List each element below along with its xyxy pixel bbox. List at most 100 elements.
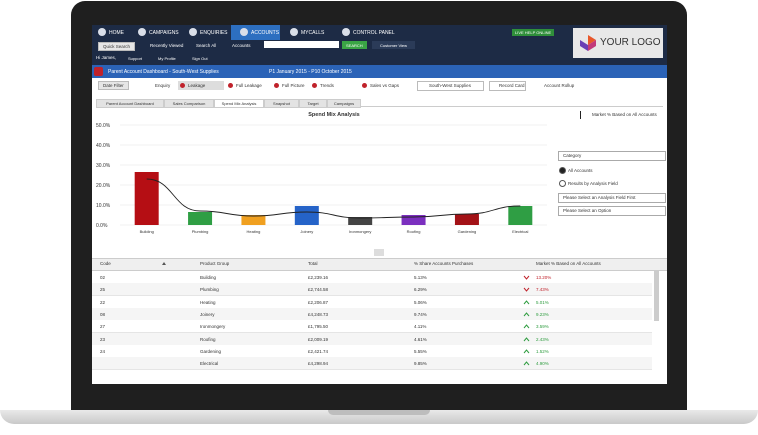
cell: Gardening bbox=[200, 348, 222, 354]
nav-icon[interactable] bbox=[290, 28, 298, 36]
link[interactable]: My Profile bbox=[158, 56, 176, 61]
quick-search[interactable]: Quick Search bbox=[98, 42, 136, 51]
cell: 5.01% bbox=[536, 299, 549, 305]
filter-option[interactable]: Sales vs Gaps bbox=[370, 83, 400, 88]
nav-item[interactable]: CAMPAIGNS bbox=[149, 30, 179, 36]
tab[interactable]: Target bbox=[299, 99, 327, 108]
recently-viewed[interactable]: Recently Viewed bbox=[150, 43, 184, 48]
select[interactable]: Please Select an Option bbox=[558, 206, 666, 216]
nav-icon[interactable] bbox=[240, 28, 248, 36]
leakage-bg[interactable] bbox=[178, 81, 224, 90]
nav-icon[interactable] bbox=[138, 28, 146, 36]
rollup[interactable]: Account Rollup bbox=[544, 83, 575, 88]
column-header[interactable]: % Share Accounts Purchases bbox=[414, 261, 474, 266]
home-icon[interactable] bbox=[94, 67, 103, 76]
radio-label[interactable]: Results by Analysis Field bbox=[568, 181, 618, 186]
cell: £2,744.58 bbox=[308, 287, 329, 293]
trend-arrow bbox=[523, 349, 530, 354]
enquiry[interactable]: Enquiry bbox=[155, 83, 171, 88]
filter-option[interactable]: Leakage bbox=[188, 83, 206, 88]
search-input[interactable] bbox=[264, 41, 339, 48]
radio-dot[interactable] bbox=[180, 83, 185, 88]
laptop-notch bbox=[328, 410, 430, 415]
period: P1 January 2015 - P10 October 2015 bbox=[269, 69, 352, 75]
search-all[interactable]: Search All bbox=[196, 43, 217, 48]
y-tick-label: 0.0% bbox=[96, 223, 108, 229]
column-header[interactable]: Code bbox=[100, 261, 111, 266]
row bbox=[92, 357, 652, 371]
greeting: Hi James, bbox=[96, 55, 117, 60]
tab[interactable]: Parent Account Dashboard bbox=[96, 99, 164, 108]
tab[interactable]: Snapshot bbox=[264, 99, 299, 108]
filter-option[interactable]: Full Picture bbox=[282, 83, 305, 88]
tab[interactable]: Spend Mix Analysis bbox=[214, 99, 264, 108]
sort-icon[interactable] bbox=[162, 262, 166, 265]
date-filter[interactable]: Date Filter bbox=[98, 81, 129, 90]
column-header[interactable]: Product Group bbox=[200, 261, 230, 266]
tab[interactable]: Campaigns bbox=[327, 99, 361, 108]
nav-icon[interactable] bbox=[342, 28, 350, 36]
radio[interactable] bbox=[559, 167, 566, 174]
bar bbox=[508, 206, 533, 225]
cell: 6.29% bbox=[414, 287, 427, 293]
y-tick-label: 20.0% bbox=[96, 183, 111, 189]
cell: 08 bbox=[100, 311, 106, 317]
cell: 1.52% bbox=[536, 348, 549, 354]
filter-option[interactable]: Trends bbox=[320, 83, 334, 88]
select[interactable]: Please Select an Analysis Field First bbox=[558, 193, 666, 203]
accounts-select[interactable]: Accounts bbox=[232, 43, 251, 48]
customer-view[interactable]: Customer View bbox=[372, 41, 416, 49]
record-card[interactable] bbox=[489, 81, 526, 91]
collapse-toggle[interactable] bbox=[374, 249, 384, 256]
nav-item[interactable]: ENQUIRIES bbox=[200, 30, 228, 36]
x-tick-label: Ironmongery bbox=[349, 229, 371, 234]
cell: 7.43% bbox=[536, 287, 549, 293]
screen: LIVE HELP ONLINE YOUR LOGO Quick Search … bbox=[92, 25, 667, 384]
cell: 5.06% bbox=[414, 299, 427, 305]
table-header bbox=[92, 258, 667, 271]
x-tick-label: Electrical bbox=[512, 229, 528, 234]
x-tick-label: Plumbing bbox=[192, 229, 209, 234]
cell: 2.43% bbox=[536, 336, 549, 342]
row bbox=[92, 295, 652, 309]
cell: £4,298.94 bbox=[308, 361, 329, 367]
nav-item[interactable]: HOME bbox=[109, 30, 124, 36]
nav-item[interactable]: CONTROL PANEL bbox=[353, 30, 395, 36]
nav-icon[interactable] bbox=[98, 28, 106, 36]
nav-icon[interactable] bbox=[189, 28, 197, 36]
radio-dot[interactable] bbox=[274, 83, 279, 88]
account-name[interactable]: South-West Supplies bbox=[429, 83, 471, 88]
bar bbox=[241, 215, 266, 225]
filter-option[interactable]: Full Leakage bbox=[236, 83, 262, 88]
account-select[interactable] bbox=[417, 81, 484, 91]
cell: Ironmongery bbox=[200, 324, 226, 330]
search-button[interactable]: SEARCH bbox=[342, 41, 367, 49]
radio-label[interactable]: All Accounts bbox=[568, 168, 593, 173]
trend-line bbox=[146, 178, 521, 219]
category-select[interactable]: Category bbox=[558, 151, 666, 161]
radio-dot[interactable] bbox=[312, 83, 317, 88]
tab[interactable]: Sales Comparison bbox=[164, 99, 214, 108]
logo-text: YOUR LOGO bbox=[600, 37, 661, 48]
y-tick-label: 30.0% bbox=[96, 163, 111, 169]
x-tick-label: Building bbox=[140, 229, 154, 234]
cell: £2,239.16 bbox=[308, 275, 329, 280]
link[interactable]: Support bbox=[128, 56, 143, 61]
row bbox=[92, 283, 652, 297]
live-help[interactable]: LIVE HELP ONLINE bbox=[512, 29, 555, 36]
radio-dot[interactable] bbox=[228, 83, 233, 88]
laptop-base bbox=[0, 410, 758, 424]
link[interactable]: Sign Out bbox=[192, 56, 208, 61]
scrollbar[interactable] bbox=[654, 271, 659, 321]
record-card-label[interactable]: Record Card bbox=[499, 83, 525, 88]
radio-dot[interactable] bbox=[362, 83, 367, 88]
radio[interactable] bbox=[559, 180, 566, 187]
column-header[interactable]: Total bbox=[308, 261, 318, 266]
cell: 4.90% bbox=[536, 361, 549, 367]
cell: 9.85% bbox=[414, 361, 427, 367]
nav-item[interactable]: ACCOUNTS bbox=[251, 30, 280, 36]
column-header[interactable]: Market % Based on All Accounts bbox=[536, 261, 601, 266]
nav-item[interactable]: MYCALLS bbox=[301, 30, 325, 36]
legend-label: Market % Based on All Accounts bbox=[592, 112, 657, 117]
cell: 13.20% bbox=[536, 275, 552, 280]
